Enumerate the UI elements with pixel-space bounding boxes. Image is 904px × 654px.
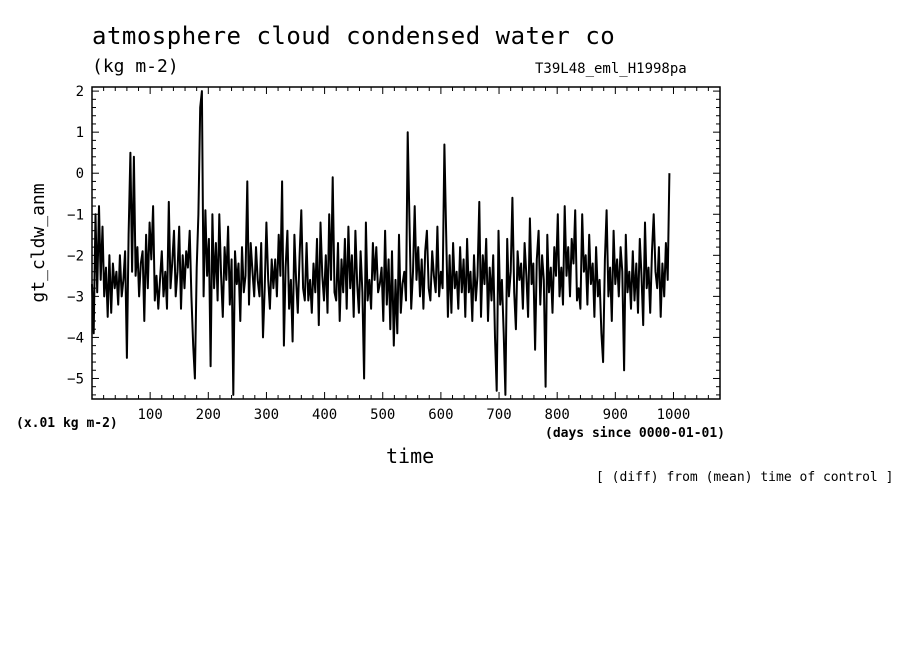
series-group [91,90,671,396]
y-tick-label: −4 [67,330,84,346]
x-axis-label: time [386,444,435,468]
x-tick-label: 500 [370,407,395,423]
y-tick-label: 2 [76,84,84,100]
x-tick-label: 100 [137,407,162,423]
x-tick-label: 200 [196,407,221,423]
x-tick-label: 1000 [657,407,691,423]
chart-units: (kg m-2) [92,56,179,77]
y-tick-label: 1 [76,125,84,141]
x-tick-label: 800 [545,407,570,423]
axis-ticks: 100 200 300 400 500 600 700 800 900 1000 2 1 0 −1 −2 −3… [67,84,721,423]
x-tick-label: 600 [428,407,453,423]
experiment-label: T39L48_eml_H1998pa [535,61,687,77]
y-tick-label: −1 [67,207,84,223]
x-tick-label: 400 [312,407,337,423]
x-tick-label: 900 [603,407,628,423]
y-scale-note: (x.01 kg m-2) [16,416,118,431]
y-tick-label: −3 [67,289,84,305]
y-tick-label: −2 [67,248,84,264]
series-line [91,90,671,396]
y-tick-label: −5 [67,371,84,387]
x-tick-label: 300 [254,407,279,423]
chart-title: atmosphere cloud condensed water co [92,22,616,50]
y-tick-label: 0 [76,166,84,182]
comparison-note: [ (diff) from (mean) time of control ] [596,470,894,485]
plot-frame [91,86,721,400]
x-axis-units: (days since 0000-01-01) [545,426,726,441]
x-tick-label: 700 [486,407,511,423]
